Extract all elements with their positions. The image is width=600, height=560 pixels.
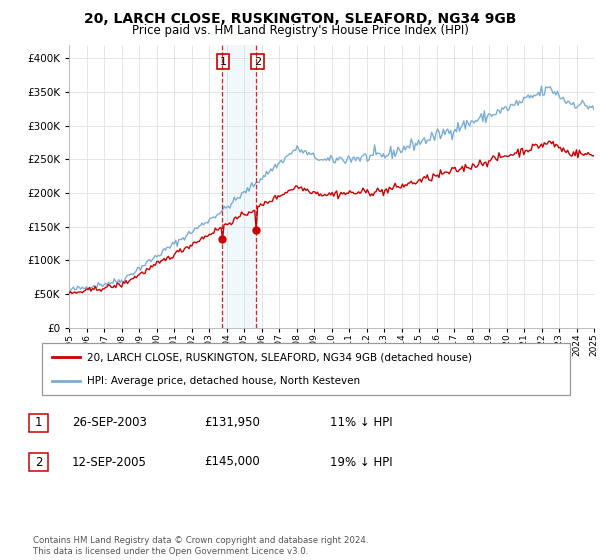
Text: 2: 2 (254, 57, 261, 67)
Text: Price paid vs. HM Land Registry's House Price Index (HPI): Price paid vs. HM Land Registry's House … (131, 24, 469, 37)
Text: Contains HM Land Registry data © Crown copyright and database right 2024.
This d: Contains HM Land Registry data © Crown c… (33, 536, 368, 556)
Text: 19% ↓ HPI: 19% ↓ HPI (330, 455, 392, 469)
Text: 1: 1 (220, 57, 227, 67)
Text: 26-SEP-2003: 26-SEP-2003 (72, 416, 147, 430)
Text: 2: 2 (35, 455, 42, 469)
Text: 12-SEP-2005: 12-SEP-2005 (72, 455, 147, 469)
Text: 20, LARCH CLOSE, RUSKINGTON, SLEAFORD, NG34 9GB (detached house): 20, LARCH CLOSE, RUSKINGTON, SLEAFORD, N… (87, 352, 472, 362)
Text: £131,950: £131,950 (204, 416, 260, 430)
Text: 11% ↓ HPI: 11% ↓ HPI (330, 416, 392, 430)
Bar (222, 45, 256, 328)
Text: 1: 1 (35, 416, 42, 430)
FancyBboxPatch shape (42, 343, 570, 395)
Text: 20, LARCH CLOSE, RUSKINGTON, SLEAFORD, NG34 9GB: 20, LARCH CLOSE, RUSKINGTON, SLEAFORD, N… (84, 12, 516, 26)
Text: £145,000: £145,000 (204, 455, 260, 469)
Text: HPI: Average price, detached house, North Kesteven: HPI: Average price, detached house, Nort… (87, 376, 360, 386)
